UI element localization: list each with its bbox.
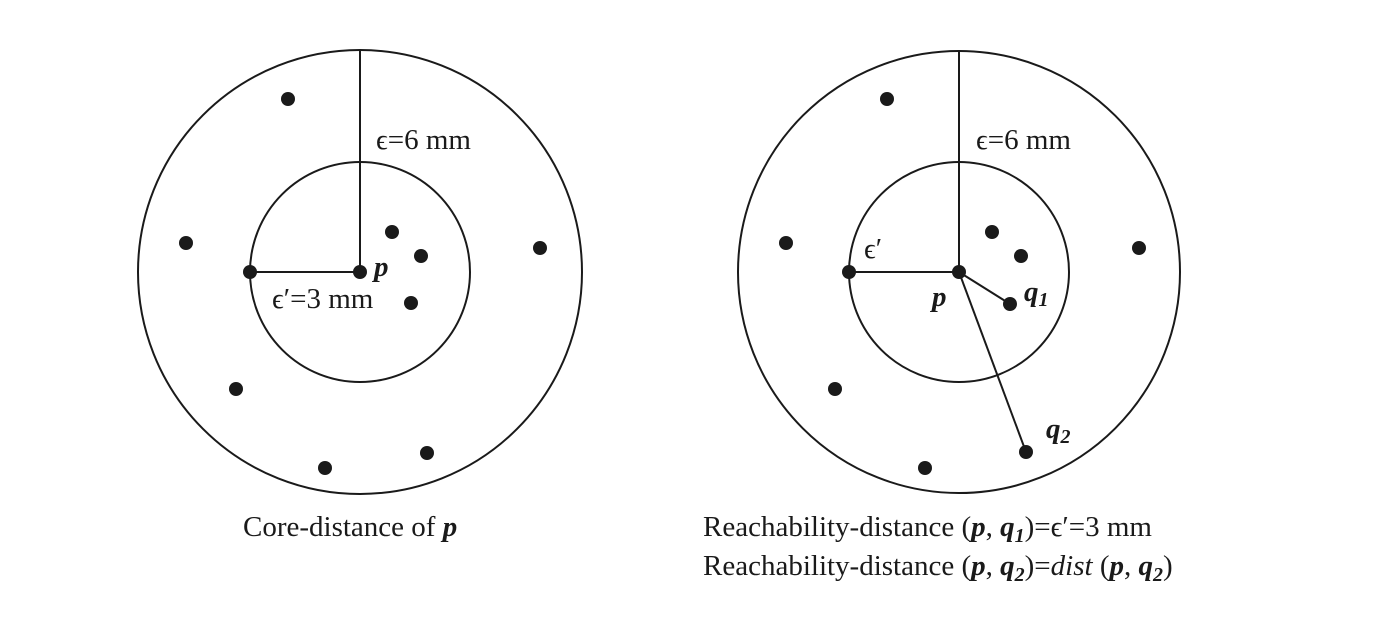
caption2-comma: , — [986, 550, 1001, 582]
caption2-q2-sub: 2 — [1152, 564, 1163, 586]
left-point-p — [353, 265, 367, 279]
right-q2-label: q2 — [1046, 413, 1071, 448]
right-neighbor-point — [1014, 249, 1028, 263]
left-neighbor-point — [385, 225, 399, 239]
right-outer-point — [1132, 241, 1146, 255]
left-outer-point — [281, 92, 295, 106]
caption2-p2: p — [1106, 550, 1124, 582]
right-q1-label: q1 — [1024, 276, 1049, 311]
caption2-q-sub: 2 — [1014, 564, 1025, 586]
left-eps-label: ϵ=6 mm — [376, 124, 471, 156]
right-caption-line1: Reachability-distance (p, q1)=ϵ′=3 mm — [703, 511, 1152, 547]
right-outer-point — [779, 236, 793, 250]
left-neighbor-point — [404, 296, 418, 310]
right-outer-point — [880, 92, 894, 106]
right-q1-sub: 1 — [1039, 289, 1049, 311]
right-caption-line2: Reachability-distance (p, q2)=dist (p, q… — [703, 550, 1173, 586]
caption2-eq: )= — [1025, 550, 1051, 582]
left-outer-point — [179, 236, 193, 250]
left-neighbor-point — [414, 249, 428, 263]
caption2-prefix: Reachability-distance ( — [703, 550, 971, 582]
right-p-label: p — [929, 281, 947, 313]
left-outer-point — [533, 241, 547, 255]
caption2-dist: dist — [1051, 550, 1094, 582]
right-core-point — [842, 265, 856, 279]
caption1-prefix: Reachability-distance ( — [703, 511, 971, 543]
caption1-q: q — [1000, 511, 1015, 543]
right-outer-point — [918, 461, 932, 475]
caption1-p: p — [968, 511, 986, 543]
left-eps-prime-label: ϵ′=3 mm — [272, 283, 374, 315]
caption2-p: p — [968, 550, 986, 582]
caption2-close: ) — [1163, 550, 1173, 582]
left-outer-point — [229, 382, 243, 396]
left-core-point — [243, 265, 257, 279]
left-caption: Core-distance of p — [243, 511, 457, 543]
left-outer-point — [420, 446, 434, 460]
right-q1-distance-line — [958, 271, 1011, 305]
caption1-suffix: )=ϵ′=3 mm — [1025, 511, 1153, 543]
left-p-label: p — [371, 251, 389, 283]
right-eps-prime-label: ϵ′ — [864, 233, 882, 265]
right-point-p — [952, 265, 966, 279]
caption2-q: q — [1000, 550, 1015, 582]
right-point-q2 — [1019, 445, 1033, 459]
right-neighbor-point — [985, 225, 999, 239]
right-q2-base: q — [1046, 413, 1061, 445]
left-caption-text: Core-distance of — [243, 511, 443, 543]
caption1-q-sub: 1 — [1015, 525, 1025, 547]
right-q1-base: q — [1024, 276, 1039, 308]
caption2-comma2: , — [1124, 550, 1139, 582]
left-panel: ϵ=6 mm ϵ′=3 mm p Core-distance of p — [137, 49, 583, 543]
right-eps-label: ϵ=6 mm — [976, 124, 1071, 156]
right-outer-point — [828, 382, 842, 396]
left-caption-var: p — [440, 511, 458, 543]
right-q2-sub: 2 — [1060, 426, 1071, 448]
caption2-q2: q — [1138, 550, 1153, 582]
caption1-comma: , — [986, 511, 1001, 543]
right-panel: ϵ=6 mm ϵ′ p q1 q2 Reachability-distance … — [703, 50, 1181, 586]
caption2-open: ( — [1093, 550, 1110, 582]
right-q2-distance-line — [958, 271, 1027, 453]
right-point-q1 — [1003, 297, 1017, 311]
left-outer-point — [318, 461, 332, 475]
